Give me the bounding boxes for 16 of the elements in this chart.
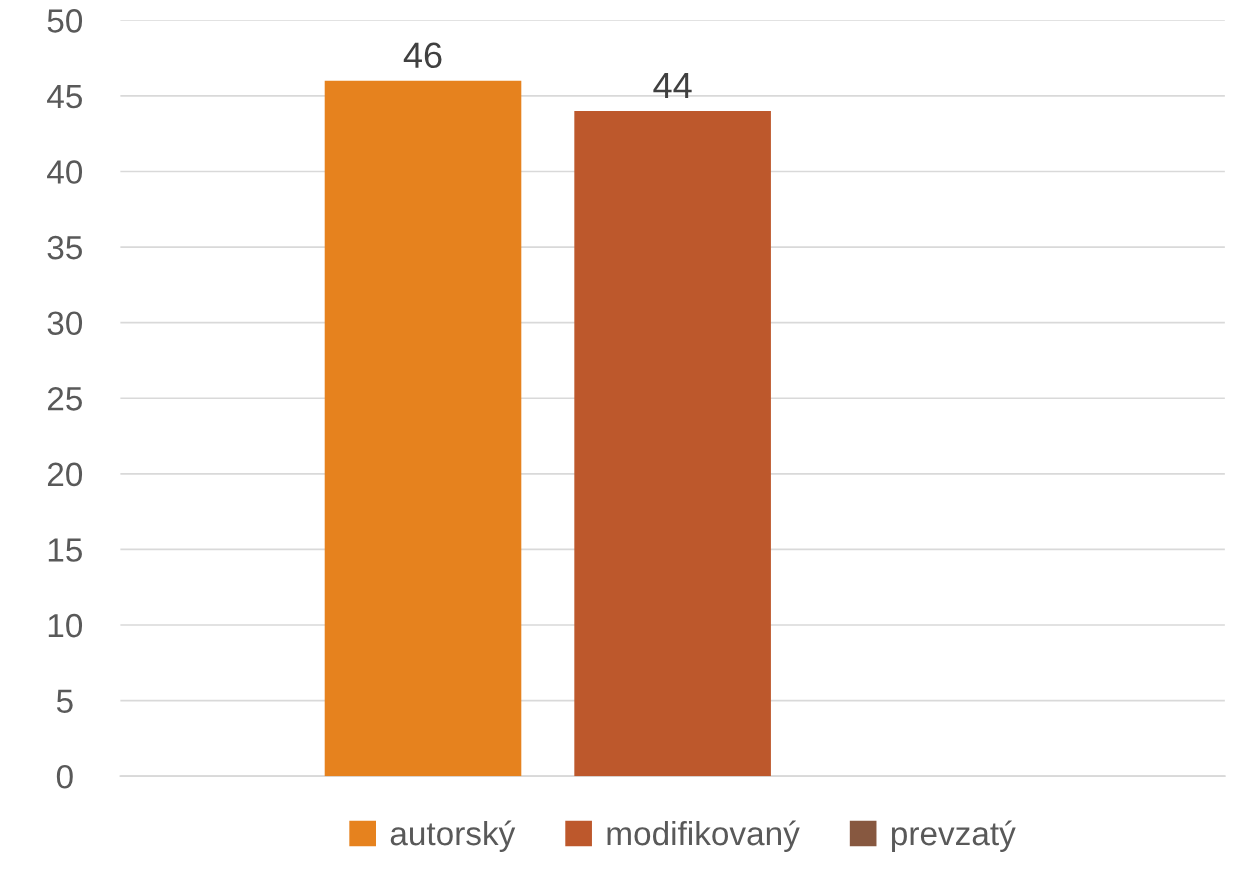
legend-label: modifikovaný (607, 820, 800, 852)
legend-label: prevzatý (891, 820, 1016, 852)
y-tick-label: 25 (47, 387, 82, 411)
y-tick-label: 15 (48, 538, 82, 562)
y-tick-label: 30 (47, 311, 83, 336)
data-label: 46 (403, 42, 442, 69)
y-tick-label: 0 (56, 764, 73, 789)
y-tick-label: 50 (47, 9, 83, 33)
y-tick-label: 10 (48, 613, 83, 638)
data-label: 44 (653, 73, 692, 98)
y-tick-label: 40 (47, 160, 83, 184)
legend-label: autorský (390, 820, 516, 852)
y-tick-label: 35 (47, 235, 82, 260)
y-tick-label: 45 (47, 85, 82, 109)
y-tick-label: 5 (56, 689, 73, 713)
y-tick-label: 20 (47, 462, 83, 487)
